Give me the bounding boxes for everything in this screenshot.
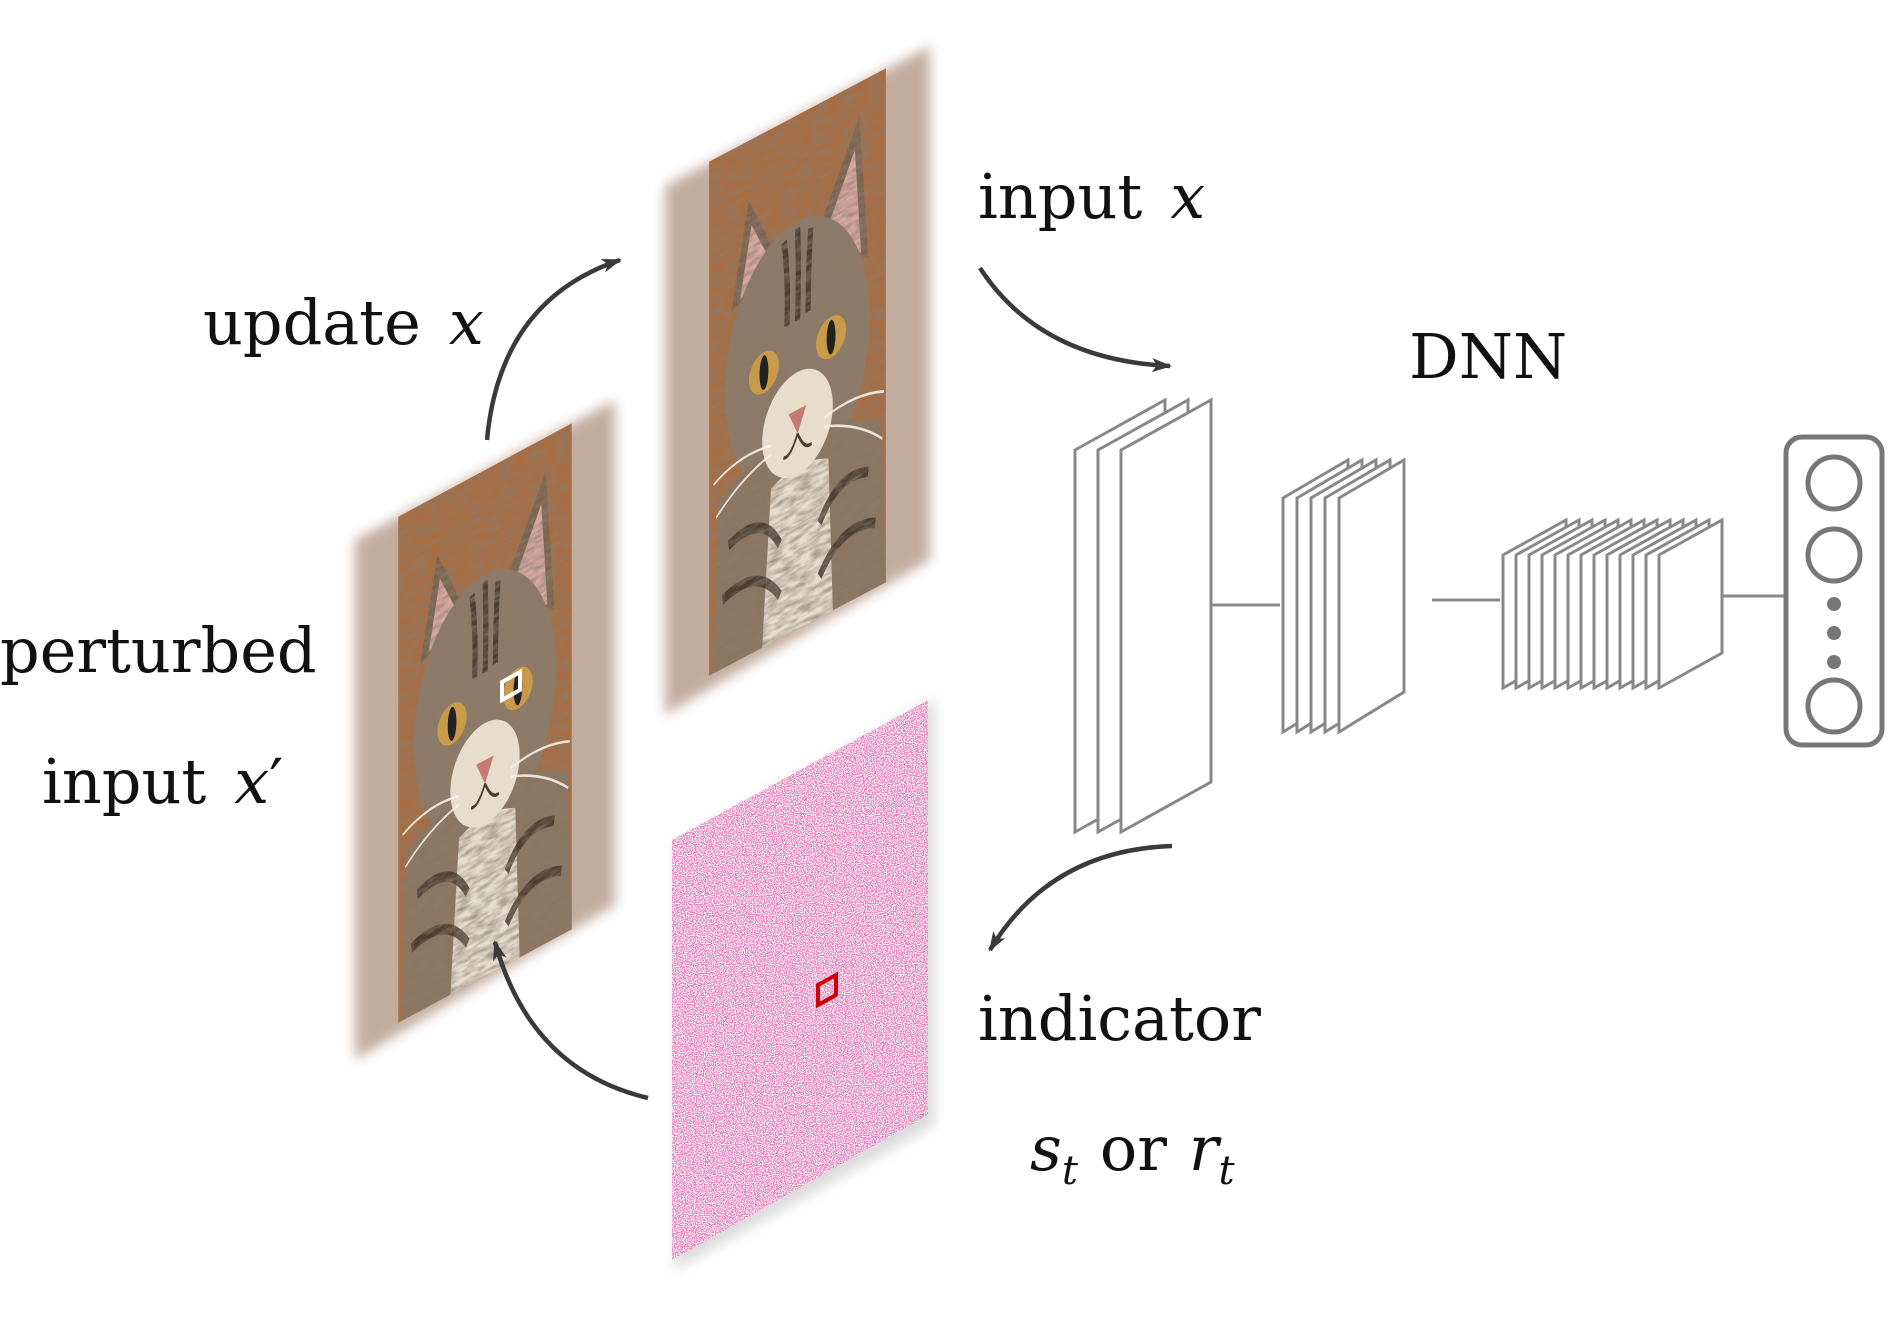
label-dnn: DNN — [1409, 320, 1567, 393]
ellipsis-dot — [1827, 626, 1841, 640]
label-indicator-formula: st or rt — [1030, 1112, 1236, 1194]
output-node-n — [1805, 677, 1863, 735]
label-perturbed-input: input x′ — [42, 745, 283, 818]
input-image-panel — [665, 46, 930, 715]
indicator-patch-marker — [816, 971, 838, 1009]
ellipsis-dot — [1827, 597, 1841, 611]
ellipsis-dot — [1827, 655, 1841, 669]
perturbed-patch-marker — [500, 668, 522, 704]
dnn-network — [1073, 397, 1785, 835]
perturbed-cat-image — [398, 423, 571, 1022]
output-node-2 — [1805, 526, 1863, 584]
arrow-dnn-to-indicator — [988, 843, 1173, 952]
indicator-map — [672, 700, 935, 1270]
arrow-update-x — [484, 257, 622, 441]
output-node-1 — [1805, 454, 1863, 512]
label-update-x: update x — [203, 286, 484, 359]
cat-image — [709, 68, 886, 675]
perturbed-image-panel — [355, 400, 615, 1060]
arrow-input-to-dnn — [978, 266, 1172, 373]
output-layer — [1783, 434, 1885, 748]
arrow-indicator-to-perturbed — [492, 940, 649, 1101]
conv-block-2 — [1281, 457, 1406, 735]
label-perturbed: perturbed — [0, 614, 317, 687]
label-indicator: indicator — [978, 982, 1261, 1055]
label-input-x: input x — [978, 160, 1205, 233]
conv-block-3 — [1501, 517, 1724, 691]
conv-block-1 — [1073, 397, 1213, 835]
